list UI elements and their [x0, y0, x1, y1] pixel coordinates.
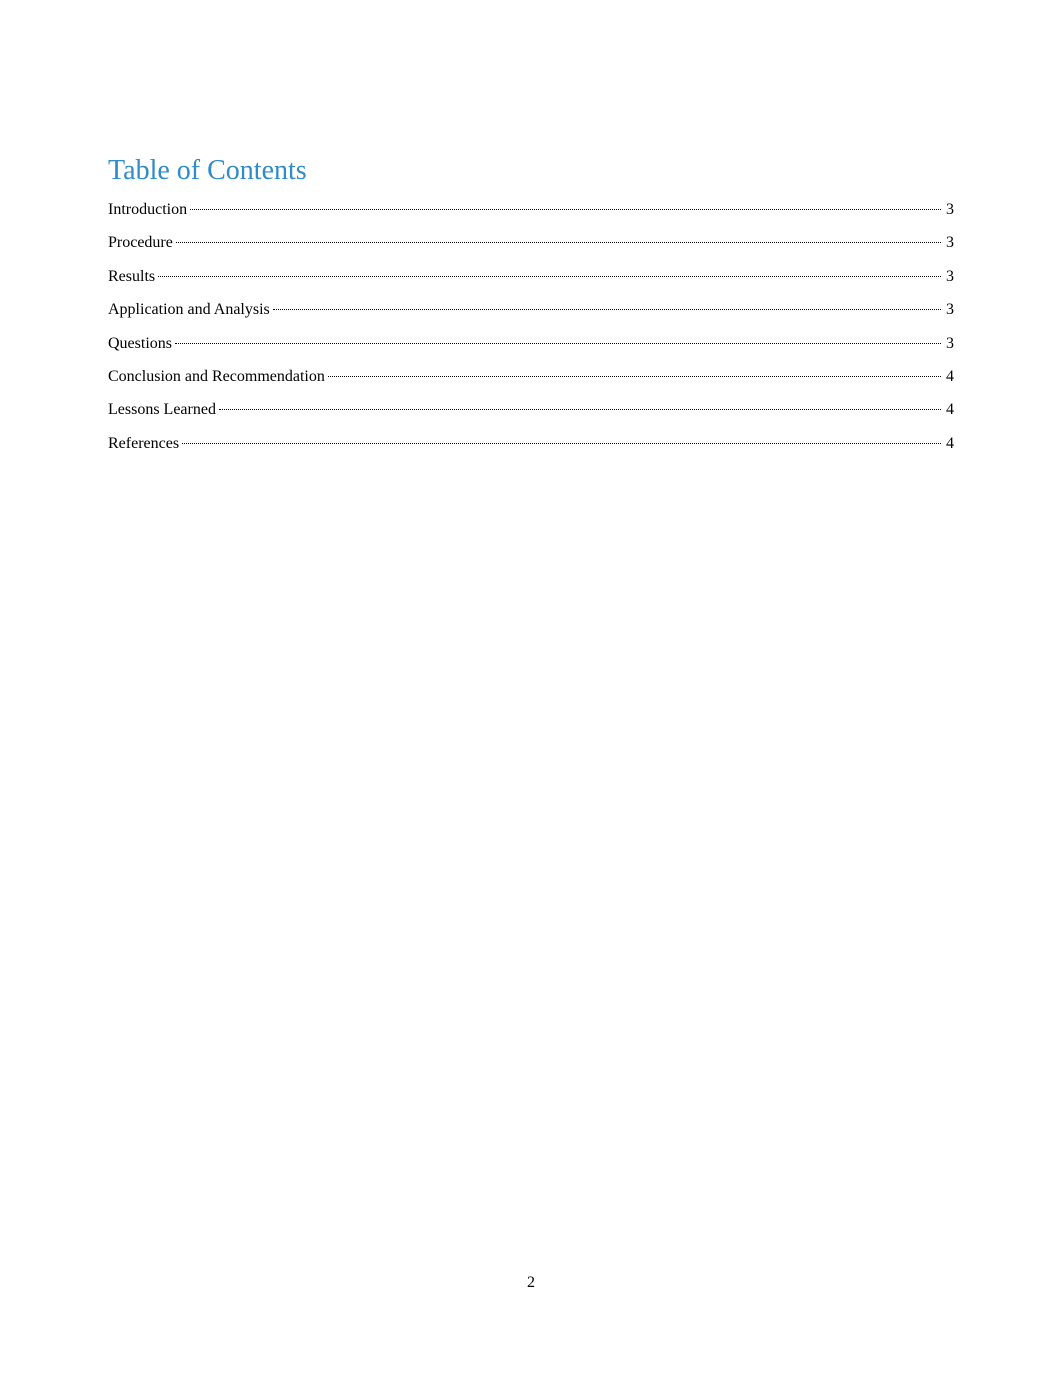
toc-dots — [175, 343, 941, 344]
toc-entry-page: 3 — [944, 232, 954, 254]
toc-entry[interactable]: Questions 3 — [108, 333, 954, 355]
toc-entry-label: Conclusion and Recommendation — [108, 366, 325, 388]
toc-entry[interactable]: Application and Analysis 3 — [108, 299, 954, 321]
toc-dots — [182, 443, 941, 444]
toc-entry[interactable]: Results 3 — [108, 266, 954, 288]
toc-entry-label: Questions — [108, 333, 172, 355]
page-number: 2 — [0, 1274, 1062, 1292]
toc-entry-label: Results — [108, 266, 155, 288]
toc-dots — [328, 376, 941, 377]
toc-dots — [190, 209, 941, 210]
toc-entry-page: 4 — [944, 433, 954, 455]
toc-dots — [273, 309, 941, 310]
toc-entry[interactable]: Conclusion and Recommendation 4 — [108, 366, 954, 388]
toc-entry-label: Application and Analysis — [108, 299, 270, 321]
toc-entry-label: Lessons Learned — [108, 399, 216, 421]
toc-entry[interactable]: References 4 — [108, 433, 954, 455]
toc-entry-page: 3 — [944, 266, 954, 288]
toc-entry[interactable]: Lessons Learned 4 — [108, 399, 954, 421]
toc-entry-page: 3 — [944, 333, 954, 355]
toc-entry-label: Introduction — [108, 199, 187, 221]
toc-title: Table of Contents — [108, 155, 954, 187]
toc-dots — [176, 242, 941, 243]
toc-entry-page: 3 — [944, 199, 954, 221]
document-page: Table of Contents Introduction 3 Procedu… — [0, 0, 1062, 455]
toc-entry-page: 4 — [944, 366, 954, 388]
toc-dots — [158, 276, 941, 277]
toc-entry-label: Procedure — [108, 232, 173, 254]
toc-entry-label: References — [108, 433, 179, 455]
toc-entry[interactable]: Introduction 3 — [108, 199, 954, 221]
toc-dots — [219, 409, 941, 410]
toc-entry[interactable]: Procedure 3 — [108, 232, 954, 254]
toc-entry-page: 4 — [944, 399, 954, 421]
toc-entry-page: 3 — [944, 299, 954, 321]
